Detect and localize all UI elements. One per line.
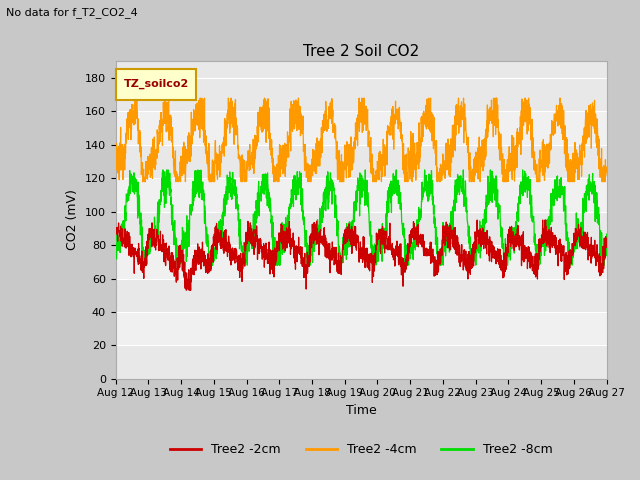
Y-axis label: CO2 (mV): CO2 (mV): [66, 190, 79, 251]
Bar: [116, 345, 607, 379]
Bar: [116, 145, 607, 178]
Bar: [116, 78, 607, 111]
Legend: Tree2 -2cm, Tree2 -4cm, Tree2 -8cm: Tree2 -2cm, Tree2 -4cm, Tree2 -8cm: [164, 438, 557, 461]
Text: No data for f_T2_CO2_4: No data for f_T2_CO2_4: [6, 7, 138, 18]
Text: TZ_soilco2: TZ_soilco2: [124, 79, 189, 89]
Bar: [116, 312, 607, 345]
Bar: [116, 245, 607, 278]
Bar: [116, 111, 607, 145]
Bar: [116, 212, 607, 245]
X-axis label: Time: Time: [346, 404, 376, 417]
Title: Tree 2 Soil CO2: Tree 2 Soil CO2: [303, 44, 419, 59]
Bar: [116, 178, 607, 212]
Bar: [116, 278, 607, 312]
